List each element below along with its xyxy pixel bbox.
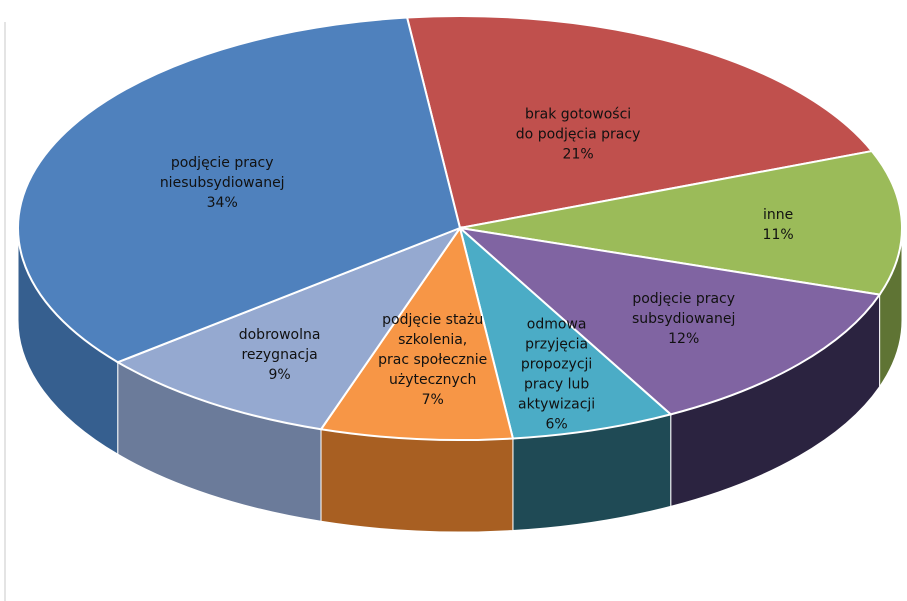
slice-label-odmowa-przyjęcia-propozycji-pracy-lub-aktywizacji: odmowa przyjęcia propozycji pracy lub aktywi… [518,316,595,432]
slice-inne [459,149,903,296]
slice-label-inne: inne 11% [763,207,794,243]
slice-label-brak-gotowości-do-podjęcia-pracy: brak gotowości do podjęcia pracy 21% [516,106,641,162]
slice-label-podjęcie-pracy-niesubsydiowanej: podjęcie pracy niesubsydiowanej 34% [160,155,285,211]
slice-labels: brak gotowości do podjęcia pracy 21% inne 11… [160,106,794,432]
slice-label-podjęcie-stażu-szkolenia-prac-społecznie-użytecznych: podjęcie stażu szkolenia, prac społecznie u… [378,312,487,408]
slice-podjęcie-pracy-niesubsydiowanej [17,16,462,364]
slice-side-podjęcie-stażu-szkolenia-prac-społecznie-użytecznych [320,428,514,533]
slice-dobrowolna-rezygnacja [115,225,463,431]
slice-label-podjęcie-pracy-subsydiowanej: podjęcie pracy subsydiowanej 12% [632,291,735,347]
pie-slices [17,15,903,441]
slice-podjęcie-pracy-subsydiowanej [456,226,882,416]
slice-brak-gotowości-do-podjęcia-pracy [405,15,874,230]
slice-podjęcie-stażu-szkolenia-prac-społecznie-użytecznych [319,225,515,441]
slice-odmowa-przyjęcia-propozycji-pracy-lub-aktywizacji [458,225,673,440]
slice-label-dobrowolna-rezygnacja: dobrowolna rezygnacja 9% [239,327,321,383]
